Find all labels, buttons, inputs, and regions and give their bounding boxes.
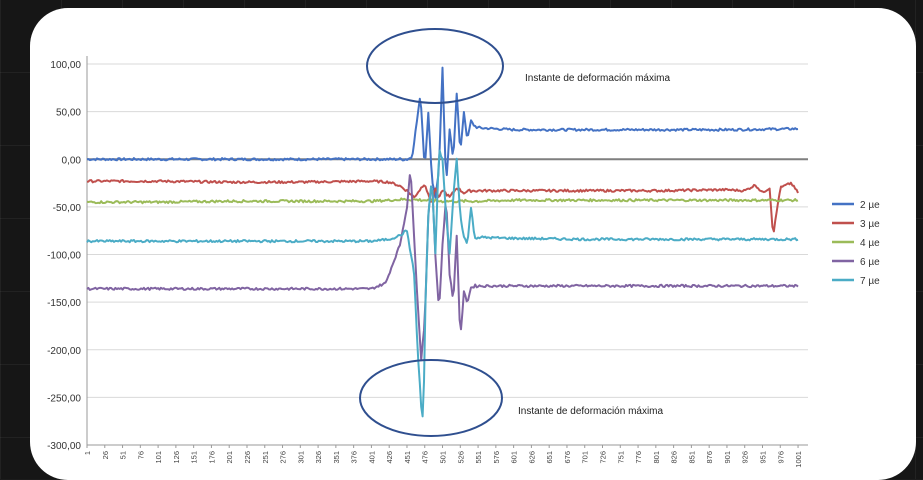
x-tick-label: 951 bbox=[758, 451, 767, 464]
y-tick-label: -100,00 bbox=[47, 251, 81, 262]
x-tick-label: 301 bbox=[296, 451, 305, 464]
chart-card: 100,00 50,00 0,00 -50,00 -100,00 -150,00 -200,… bbox=[30, 8, 916, 480]
x-tick-label: 201 bbox=[225, 451, 234, 464]
series-line-4 bbox=[86, 174, 799, 362]
x-tick-label: 476 bbox=[421, 451, 430, 464]
y-tick-label: 0,00 bbox=[62, 155, 82, 166]
x-tick-label: 876 bbox=[705, 451, 714, 464]
x-tick-label: 801 bbox=[652, 451, 661, 464]
x-tick-label: 176 bbox=[207, 451, 216, 464]
y-tick-label: 50,00 bbox=[56, 108, 81, 119]
legend-label-2: 3 µe bbox=[860, 219, 880, 230]
x-tick-label: 226 bbox=[243, 451, 252, 464]
x-tick-label: 151 bbox=[190, 451, 199, 464]
x-tick-label: 976 bbox=[776, 451, 785, 464]
y-tick-label: -300,00 bbox=[47, 441, 81, 452]
y-tick-label: 100,00 bbox=[50, 60, 81, 71]
series-line-2 bbox=[86, 179, 799, 233]
x-tick-label: 701 bbox=[581, 451, 590, 464]
y-tick-label: -150,00 bbox=[47, 298, 81, 309]
x-tick-label: 101 bbox=[154, 451, 163, 464]
legend-label-3: 4 µe bbox=[860, 238, 880, 249]
annotation-label-top: Instante de deformación máxima bbox=[525, 73, 671, 84]
x-tick-label: 451 bbox=[403, 451, 412, 464]
x-tick-label: 126 bbox=[172, 451, 181, 464]
x-tick-label: 351 bbox=[332, 451, 341, 464]
x-tick-label: 751 bbox=[616, 451, 625, 464]
x-tick-label: 376 bbox=[350, 451, 359, 464]
x-tick-label: 576 bbox=[492, 451, 501, 464]
line-chart: 100,00 50,00 0,00 -50,00 -100,00 -150,00 -200,… bbox=[47, 28, 880, 468]
x-tick-label: 76 bbox=[136, 451, 145, 459]
y-tick-label: -50,00 bbox=[53, 203, 82, 214]
x-tick-label: 651 bbox=[545, 451, 554, 464]
x-tick-label: 251 bbox=[261, 451, 270, 464]
annotation-ellipse-bottom bbox=[359, 359, 503, 437]
x-tick-label: 776 bbox=[634, 451, 643, 464]
legend-label-4: 6 µe bbox=[860, 257, 880, 268]
series-line-1 bbox=[86, 66, 799, 199]
legend-label-1: 2 µe bbox=[860, 200, 880, 211]
series-line-5 bbox=[86, 149, 799, 418]
x-tick-label: 426 bbox=[385, 451, 394, 464]
x-tick-label: 826 bbox=[670, 451, 679, 464]
y-tick-label: -250,00 bbox=[47, 393, 81, 404]
annotation-label-bottom: Instante de deformación máxima bbox=[518, 406, 664, 417]
annotation-ellipse-top bbox=[366, 28, 504, 104]
x-tick-label: 926 bbox=[741, 451, 750, 464]
series-line-3 bbox=[86, 197, 799, 205]
legend-label-5: 7 µe bbox=[860, 276, 880, 287]
x-tick-label: 326 bbox=[314, 451, 323, 464]
x-tick-label: 851 bbox=[687, 451, 696, 464]
x-tick-label: 26 bbox=[101, 451, 110, 459]
x-tick-label: 51 bbox=[119, 451, 128, 459]
x-tick-label: 726 bbox=[599, 451, 608, 464]
x-tick-label: 1 bbox=[83, 451, 92, 455]
x-tick-label: 501 bbox=[439, 451, 448, 464]
x-tick-label: 601 bbox=[510, 451, 519, 464]
x-tick-label: 1001 bbox=[794, 451, 803, 468]
x-tick-label: 901 bbox=[723, 451, 732, 464]
x-tick-label: 276 bbox=[279, 451, 288, 464]
y-tick-label: -200,00 bbox=[47, 346, 81, 357]
x-tick-label: 676 bbox=[563, 451, 572, 464]
x-tick-label: 401 bbox=[367, 451, 376, 464]
x-tick-label: 551 bbox=[474, 451, 483, 464]
x-tick-label: 626 bbox=[527, 451, 536, 464]
x-tick-label: 526 bbox=[456, 451, 465, 464]
